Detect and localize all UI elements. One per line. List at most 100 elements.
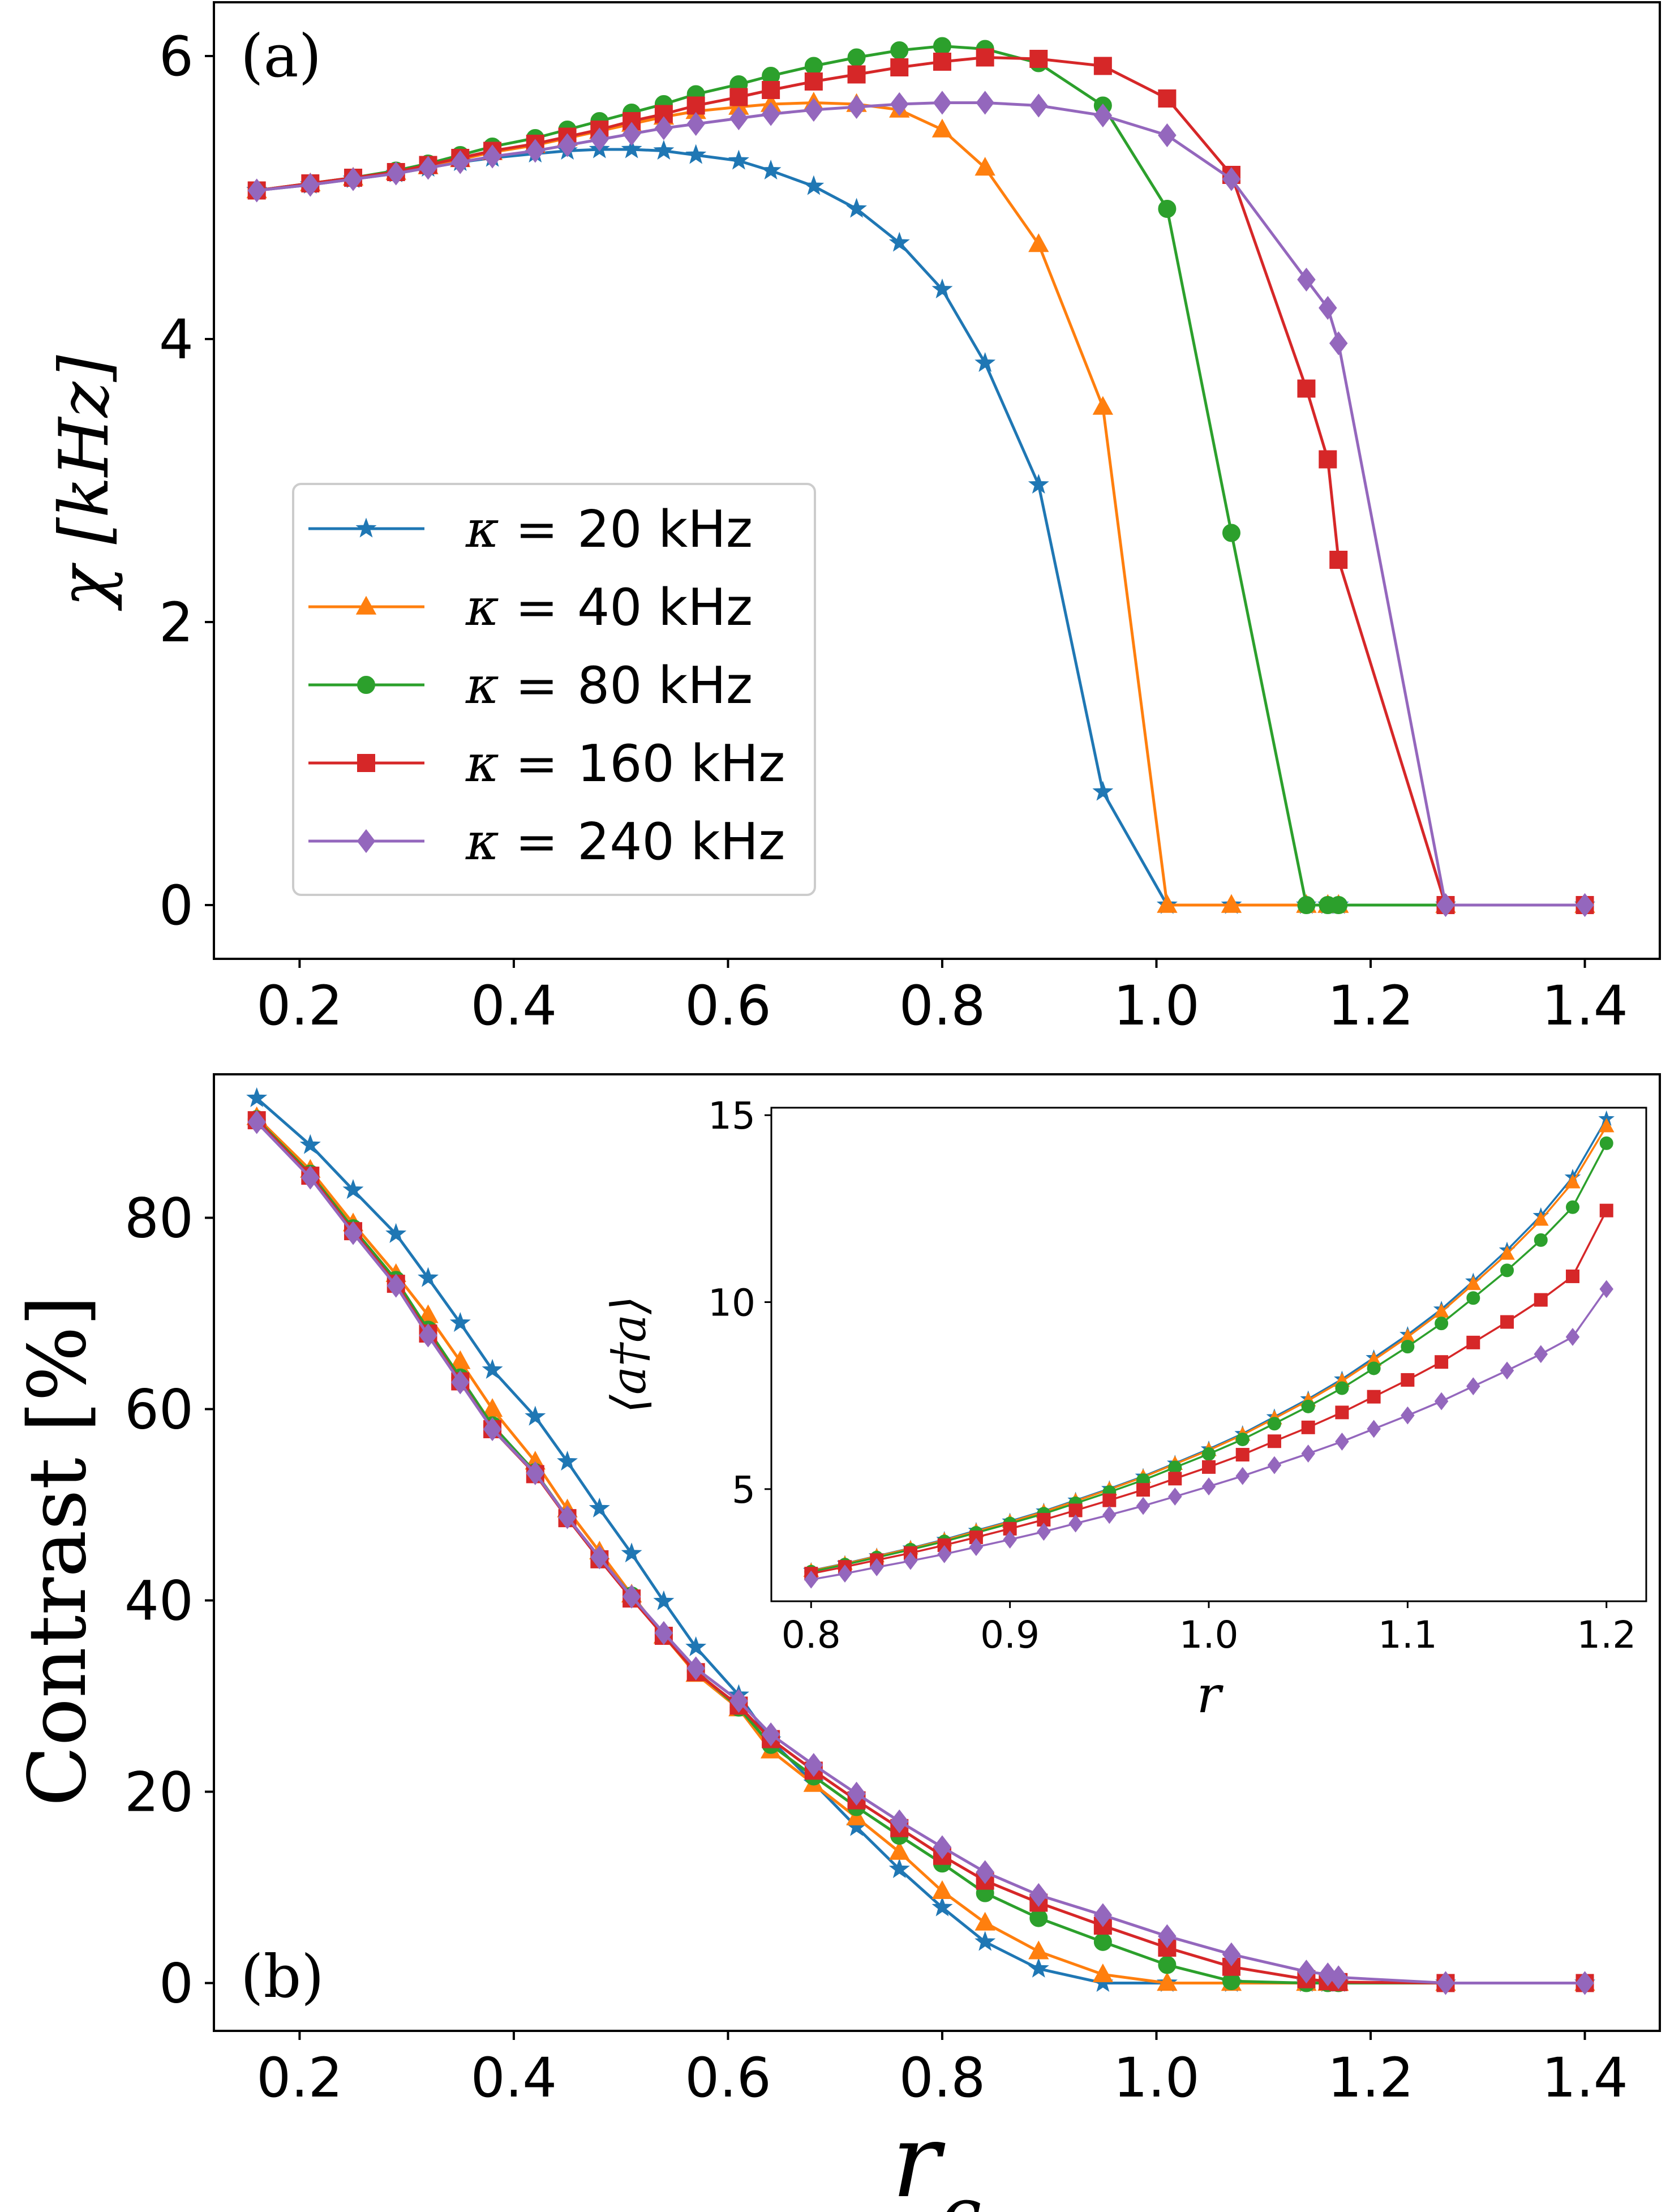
x-tick-label: 0.8: [782, 1613, 841, 1657]
x-tick-label: 0.4: [471, 974, 557, 1038]
data-point: [804, 97, 823, 122]
data-point: [846, 1806, 867, 1825]
data-point: [1029, 93, 1048, 118]
data-point: [1401, 1340, 1415, 1354]
legend-label: 160 kHz: [577, 734, 785, 794]
data-point: [1436, 1971, 1455, 1995]
data-point: [1534, 1345, 1548, 1364]
data-point: [1158, 1956, 1177, 1974]
data-point: [762, 81, 780, 99]
legend-frame: [292, 483, 816, 896]
data-point: [1329, 551, 1348, 569]
data-point: [976, 1860, 994, 1884]
data-point: [387, 1274, 406, 1298]
data-point: [1301, 1420, 1315, 1434]
data-point: [847, 48, 866, 67]
y-tick-label: 10: [708, 1281, 755, 1325]
y-tick-label: 20: [125, 1761, 194, 1824]
data-point: [976, 91, 994, 115]
data-point: [1202, 1447, 1216, 1461]
data-point: [344, 167, 363, 191]
data-point: [846, 198, 867, 218]
data-point: [1102, 1493, 1117, 1507]
data-point: [526, 139, 545, 163]
data-point: [1500, 1361, 1514, 1380]
data-point: [1235, 1432, 1250, 1446]
panel-b-xlabel: rc: [892, 2102, 982, 2212]
data-point: [1565, 1200, 1579, 1214]
data-point: [451, 150, 470, 174]
data-point: [1565, 1269, 1579, 1283]
data-point: [1092, 781, 1114, 801]
data-point: [1499, 1245, 1515, 1260]
data-point: [1158, 1924, 1177, 1948]
legend-label: 40 kHz: [577, 578, 753, 637]
legend-marker: [357, 754, 375, 772]
data-point: [686, 112, 705, 136]
data-point: [419, 1323, 437, 1348]
data-point: [558, 133, 577, 157]
data-point: [685, 144, 707, 164]
data-point: [1435, 1355, 1449, 1369]
data-point: [1092, 1963, 1114, 1983]
data-point: [1297, 267, 1316, 292]
data-point: [1093, 1903, 1113, 1927]
data-point: [1029, 50, 1048, 68]
data-point: [1168, 1460, 1182, 1474]
x-tick-label: 1.1: [1378, 1613, 1437, 1657]
data-point: [1235, 1448, 1250, 1462]
inset-ylabel: ⟨a†a⟩: [601, 1296, 656, 1413]
x-tick-label: 1.0: [1179, 1613, 1239, 1657]
inset-ticks: 0.8 0.9 1.0 1.1 1.2 5 10 15: [708, 1094, 1636, 1657]
data-point: [1434, 1392, 1449, 1411]
data-point: [247, 178, 266, 203]
panel-b-ylabel: Contrast [%]: [12, 1295, 104, 1806]
data-point: [1028, 1940, 1049, 1960]
legend-marker: [357, 829, 376, 854]
x-tick-label: 1.0: [1113, 2046, 1200, 2110]
data-point: [1201, 1477, 1216, 1496]
legend-symbol: κ =: [465, 578, 558, 637]
data-point: [654, 116, 673, 140]
data-point: [1093, 57, 1112, 75]
data-point: [933, 1835, 952, 1859]
data-point: [653, 140, 675, 160]
data-point: [301, 173, 320, 197]
data-point: [937, 1545, 951, 1563]
x-tick-label: 0.2: [256, 2046, 343, 2110]
data-point: [344, 1221, 363, 1245]
x-tick-label: 1.4: [1542, 974, 1628, 1038]
data-point: [931, 1880, 953, 1900]
x-tick-label: 0.4: [471, 2046, 557, 2110]
data-point: [449, 1311, 471, 1332]
data-point: [729, 106, 748, 131]
y-tick-label: 2: [159, 591, 194, 654]
data-point: [931, 278, 953, 299]
data-point: [760, 160, 782, 180]
data-point: [1329, 1965, 1348, 1990]
panel-b-xlabel-text: r: [892, 2102, 946, 2212]
y-tick-label: 4: [159, 308, 194, 371]
data-point: [1329, 896, 1348, 914]
data-point: [931, 1896, 953, 1917]
data-point: [728, 149, 749, 170]
x-tick-label: 1.2: [1577, 1613, 1636, 1657]
data-point: [890, 41, 909, 59]
data-point: [1028, 233, 1049, 252]
data-point: [803, 175, 825, 195]
data-point: [483, 1417, 502, 1442]
legend-symbol: κ =: [465, 734, 558, 794]
data-point: [1466, 1335, 1480, 1349]
data-point: [1267, 1417, 1281, 1431]
data-point: [1222, 524, 1240, 542]
data-point: [622, 1584, 641, 1609]
data-point: [1367, 1361, 1381, 1375]
data-point: [1565, 1328, 1580, 1346]
data-point: [653, 1590, 675, 1610]
data-point: [1435, 1317, 1449, 1331]
data-point: [976, 48, 994, 67]
data-point: [622, 122, 641, 146]
y-tick-label: 80: [125, 1187, 194, 1250]
data-point: [1029, 1909, 1048, 1927]
